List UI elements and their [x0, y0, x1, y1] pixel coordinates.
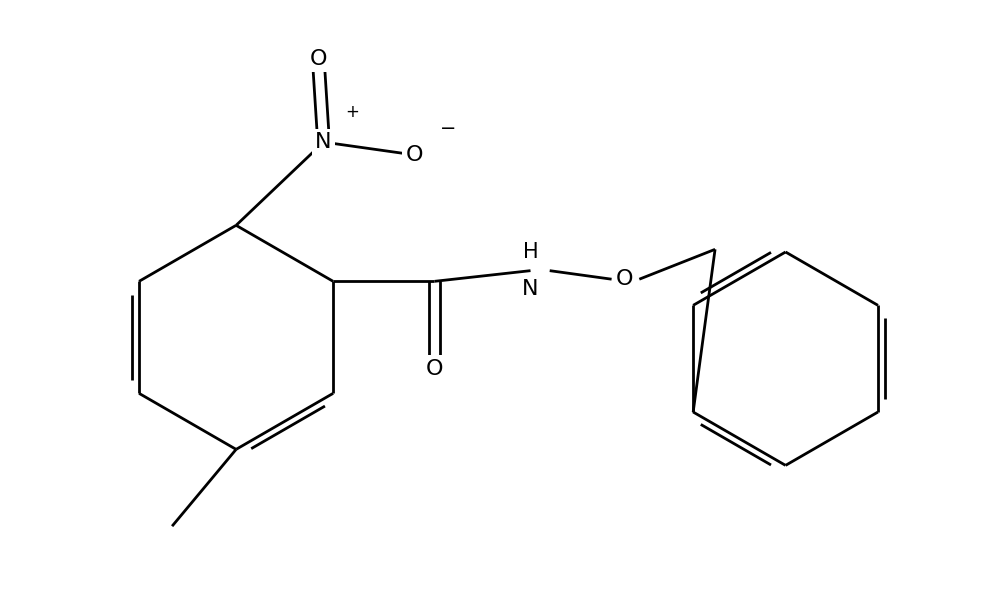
- Text: N: N: [315, 132, 332, 152]
- Text: +: +: [345, 103, 359, 121]
- Text: H: H: [522, 242, 538, 262]
- Text: O: O: [425, 359, 442, 379]
- Text: −: −: [439, 119, 456, 138]
- Text: O: O: [615, 269, 632, 289]
- Text: O: O: [406, 145, 422, 165]
- Text: O: O: [309, 49, 327, 69]
- Text: N: N: [522, 279, 538, 299]
